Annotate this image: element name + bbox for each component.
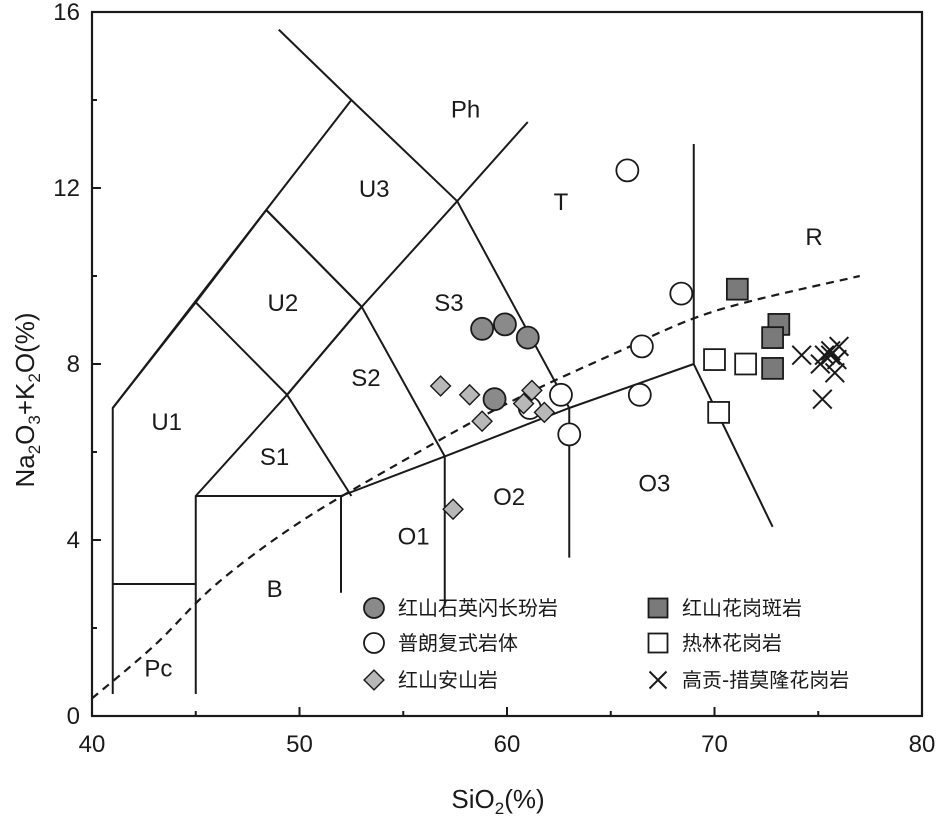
- y-tick-label: 12: [53, 175, 80, 202]
- x-tick-label: 40: [79, 731, 106, 758]
- legend-item: 热林花岗岩: [647, 631, 782, 655]
- legend-item: 普朗复式岩体: [363, 631, 518, 655]
- data-point: [458, 383, 481, 406]
- data-point: [442, 498, 464, 521]
- data-point: [363, 669, 385, 691]
- x-tick-label: 60: [494, 731, 521, 758]
- series-points: [470, 312, 540, 412]
- data-point: [707, 401, 731, 424]
- data-point: [826, 349, 847, 370]
- series-points: [703, 348, 757, 424]
- series-points: [429, 375, 556, 521]
- y-tick-label: 8: [67, 351, 80, 378]
- data-point: [615, 158, 640, 183]
- field-boundary: [111, 300, 353, 497]
- legend-label: 普朗复式岩体: [398, 631, 518, 655]
- region-label: B: [267, 576, 283, 603]
- data-point: [812, 389, 833, 410]
- region-label: Pc: [144, 655, 172, 682]
- region-label: U3: [359, 176, 390, 203]
- data-point: [734, 352, 757, 376]
- field-boundary: [340, 363, 695, 497]
- field-boundary: [286, 306, 363, 396]
- legend-label: 热林花岗岩: [682, 631, 782, 655]
- field-boundary: [456, 121, 529, 202]
- region-label: T: [554, 189, 569, 216]
- data-point: [761, 357, 784, 380]
- y-tick-label: 16: [53, 0, 80, 26]
- data-point: [533, 401, 556, 424]
- data-point: [363, 632, 385, 654]
- data-point: [824, 362, 845, 383]
- data-point: [648, 670, 668, 690]
- y-tick-label: 4: [67, 527, 80, 554]
- data-point: [363, 597, 385, 619]
- region-label: S3: [434, 290, 463, 317]
- legend-item: 红山石英闪长玢岩: [363, 596, 558, 620]
- region-label: R: [805, 224, 822, 251]
- region-label: U1: [151, 409, 182, 436]
- data-point: [647, 632, 669, 654]
- data-point: [647, 597, 669, 619]
- series-points: [791, 336, 850, 410]
- data-point: [761, 326, 784, 349]
- data-point: [482, 387, 507, 412]
- trend-line-group: [91, 274, 861, 700]
- x-tick-label: 50: [286, 731, 313, 758]
- legend-label: 高贡-措莫隆花岗岩: [682, 668, 849, 692]
- alkaline-subalkaline-divider: [91, 274, 861, 700]
- region-label: O3: [638, 471, 670, 498]
- data-points: [429, 158, 850, 521]
- data-point: [515, 325, 540, 350]
- x-axis-title: SiO2(%): [451, 784, 544, 817]
- field-boundary: [265, 209, 363, 308]
- field-boundary: [692, 144, 774, 528]
- region-label: U2: [268, 290, 299, 317]
- region-label: S2: [351, 365, 380, 392]
- field-boundary: [194, 200, 458, 694]
- field-boundary: [278, 28, 353, 101]
- legend-item: 高贡-措莫隆花岗岩: [648, 668, 849, 692]
- field-boundary: [194, 208, 446, 457]
- data-point: [429, 375, 452, 397]
- data-point: [471, 410, 493, 433]
- y-axis-title: Na2O3+K2O(%): [10, 312, 44, 487]
- axis-ticks: 40 50 60 70 80 0 4 8 12 16: [53, 0, 935, 758]
- data-point: [512, 392, 535, 415]
- data-point: [669, 281, 694, 306]
- data-point: [493, 312, 517, 337]
- region-label: Ph: [451, 97, 480, 124]
- classification-boundaries: [111, 28, 774, 694]
- data-point: [549, 382, 573, 407]
- data-point: [703, 348, 726, 371]
- series-points: [725, 277, 791, 380]
- data-point: [557, 422, 582, 447]
- data-point: [814, 345, 835, 366]
- legend-item: 红山安山岩: [363, 668, 498, 692]
- data-point: [627, 382, 652, 407]
- region-label: O1: [398, 523, 430, 550]
- legend-label: 红山安山岩: [398, 668, 498, 692]
- data-point: [725, 277, 749, 301]
- region-labels: Pc B U1 S1 U2 S2 U3 S3 Ph T O1 O2 O3 R: [144, 97, 822, 683]
- x-tick-label: 80: [909, 731, 936, 758]
- legend-label: 红山花岗斑岩: [682, 596, 802, 620]
- region-label: S1: [260, 444, 289, 471]
- data-point: [629, 334, 654, 359]
- y-tick-label: 0: [67, 703, 80, 730]
- legend-item: 红山花岗斑岩: [647, 596, 802, 620]
- x-tick-label: 70: [701, 731, 728, 758]
- region-label: O2: [493, 484, 525, 511]
- data-point: [470, 316, 495, 341]
- data-point: [820, 345, 841, 366]
- data-point: [521, 379, 543, 402]
- legend-label: 红山石英闪长玢岩: [398, 596, 558, 620]
- data-point: [791, 345, 812, 366]
